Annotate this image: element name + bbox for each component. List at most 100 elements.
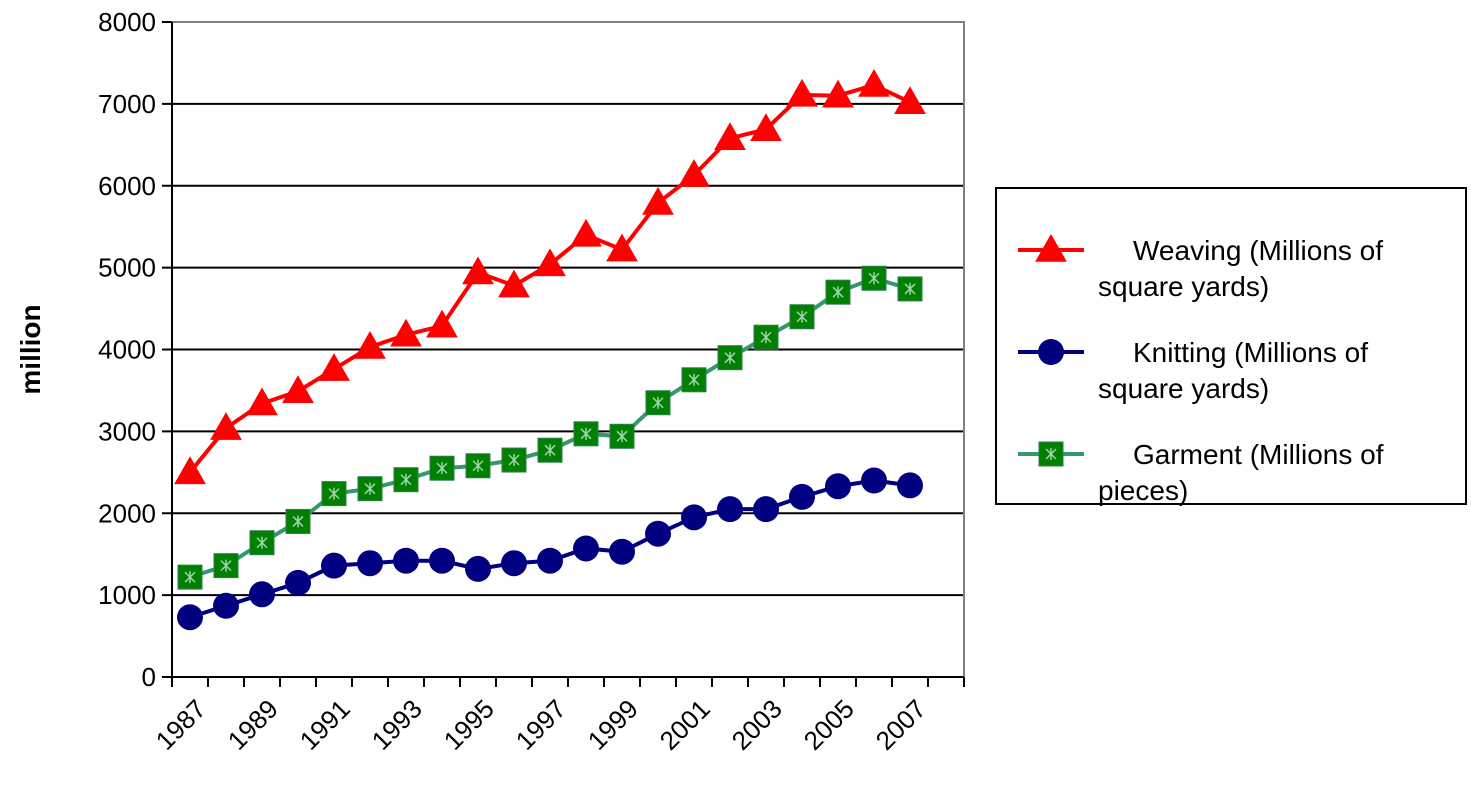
x-tick-label: 1989	[222, 694, 284, 756]
square-marker-cross	[364, 482, 376, 495]
x-tick-label: 2007	[870, 694, 932, 756]
square-marker-cross	[796, 310, 808, 323]
square-marker-cross	[436, 462, 448, 475]
square-marker-cross	[184, 571, 196, 584]
x-tick-label: 1999	[582, 694, 644, 756]
series-layer	[174, 69, 926, 631]
legend-label: square yards)	[1098, 271, 1269, 302]
triangle-marker	[570, 218, 602, 247]
circle-marker	[357, 550, 383, 577]
triangle-marker	[750, 113, 782, 142]
y-tick-label: 5000	[98, 253, 156, 283]
legend-label: Garment (Millions of	[1133, 439, 1384, 470]
legend-label: Weaving (Millions of	[1133, 235, 1383, 266]
square-marker-cross	[868, 272, 880, 285]
square-marker-cross	[724, 351, 736, 364]
circle-marker	[537, 547, 563, 574]
square-marker	[285, 508, 311, 534]
circle-marker	[861, 467, 887, 494]
x-tick-label: 1991	[294, 694, 356, 756]
square-marker-cross	[616, 430, 628, 443]
legend-label: Knitting (Millions of	[1133, 337, 1368, 368]
triangle-marker	[714, 122, 746, 151]
circle-marker	[465, 555, 491, 582]
square-marker-cross	[292, 515, 304, 528]
series-line	[188, 82, 911, 474]
circle-marker	[645, 520, 671, 547]
square-marker	[465, 453, 491, 479]
y-tick-label: 7000	[98, 89, 156, 119]
circle-marker	[321, 552, 347, 579]
square-marker-cross	[904, 282, 916, 295]
y-tick-label: 6000	[98, 171, 156, 201]
y-tick-label: 8000	[98, 7, 156, 37]
square-marker	[681, 367, 707, 393]
square-marker	[1038, 441, 1064, 467]
square-marker-cross	[544, 444, 556, 457]
square-marker	[357, 476, 383, 502]
square-marker	[537, 437, 563, 463]
triangle-marker	[678, 159, 710, 187]
square-marker	[717, 345, 743, 371]
triangle-marker	[534, 248, 566, 277]
circle-marker	[213, 592, 239, 619]
legend-box	[995, 187, 1467, 505]
square-marker-cross	[400, 473, 412, 486]
triangle-marker	[282, 375, 314, 404]
square-marker-cross	[328, 487, 340, 500]
square-marker	[321, 481, 347, 507]
series-circle	[177, 467, 923, 631]
square-marker-cross	[472, 459, 484, 472]
y-tick-label: 1000	[98, 580, 156, 610]
square-marker	[645, 390, 671, 416]
series-square	[177, 265, 923, 590]
square-marker	[393, 467, 419, 493]
x-tick-label: 2005	[798, 694, 860, 756]
square-marker-cross	[688, 373, 700, 386]
square-marker-body	[897, 276, 923, 302]
square-marker-cross	[256, 536, 268, 549]
axes	[162, 21, 965, 687]
series-triangle	[174, 69, 926, 485]
triangle-marker	[498, 269, 530, 298]
circle-marker	[573, 535, 599, 562]
square-marker-cross	[220, 559, 232, 572]
x-tick-label: 1997	[510, 694, 572, 756]
square-marker-cross	[508, 454, 520, 467]
circle-marker	[285, 569, 311, 596]
square-marker	[861, 265, 887, 291]
x-tick-label: 1987	[150, 694, 212, 756]
triangle-marker	[390, 318, 422, 347]
y-tick-label: 3000	[98, 416, 156, 446]
triangle-marker	[894, 86, 926, 114]
square-marker-cross	[580, 427, 592, 440]
legend-item: Knitting (Millions of square yards)	[1018, 337, 1368, 404]
square-marker	[789, 304, 815, 330]
square-marker	[501, 447, 527, 473]
square-marker	[177, 564, 203, 590]
square-marker	[609, 423, 635, 449]
triangle-marker	[462, 256, 494, 285]
y-tick-labels: 0 1000 2000 3000 4000 5000 6000 7000 8000	[98, 7, 156, 692]
square-marker	[213, 553, 239, 579]
triangle-marker	[822, 79, 854, 108]
x-tick-label: 2001	[654, 694, 716, 756]
circle-marker	[897, 472, 923, 499]
triangle-marker	[642, 186, 674, 215]
circle-marker	[1038, 339, 1064, 365]
circle-marker	[429, 547, 455, 574]
x-tick-label: 2003	[726, 694, 788, 756]
triangle-marker	[354, 331, 386, 359]
square-marker-body	[789, 304, 815, 330]
square-marker-cross	[832, 286, 844, 299]
x-tick-label: 1995	[438, 694, 500, 756]
circle-marker	[825, 473, 851, 500]
square-marker	[249, 530, 275, 556]
circle-marker	[789, 483, 815, 510]
y-axis-label: million	[15, 304, 46, 394]
triangle-marker	[246, 387, 278, 416]
triangle-marker	[426, 309, 458, 338]
legend-label: square yards)	[1098, 373, 1269, 404]
